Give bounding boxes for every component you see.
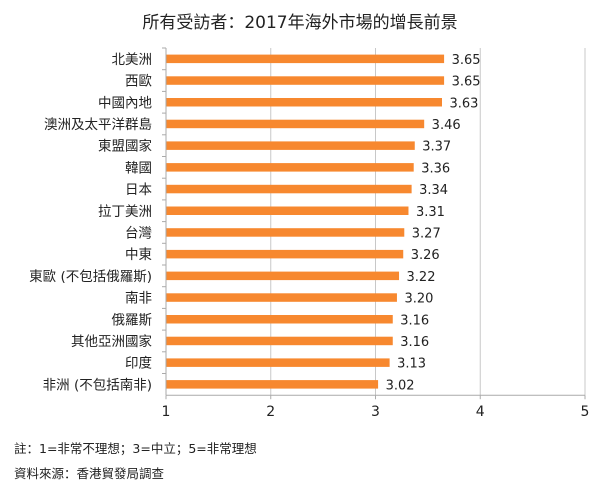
bar bbox=[166, 98, 442, 107]
data-label: 3.31 bbox=[416, 205, 445, 220]
chart-source: 資料來源：香港貿發局調查 bbox=[14, 466, 165, 481]
x-tick-label: 1 bbox=[162, 404, 171, 420]
x-tick-label: 4 bbox=[476, 404, 485, 420]
category-label: 西歐 bbox=[125, 74, 152, 90]
bar bbox=[166, 249, 404, 259]
category-label: 澳洲及太平洋群島 bbox=[44, 117, 152, 133]
category-label: 其他亞洲國家 bbox=[71, 333, 152, 350]
category-label: 台灣 bbox=[125, 225, 152, 241]
data-label: 3.22 bbox=[407, 270, 436, 285]
bar bbox=[166, 119, 425, 129]
data-label: 3.16 bbox=[400, 335, 429, 350]
data-label: 3.16 bbox=[400, 313, 429, 328]
category-label: 韓國 bbox=[125, 160, 152, 176]
category-label: 印度 bbox=[125, 356, 152, 372]
data-label: 3.36 bbox=[421, 161, 450, 176]
data-label: 3.46 bbox=[432, 118, 461, 133]
category-label: 拉丁美洲 bbox=[98, 204, 152, 220]
bar bbox=[166, 54, 445, 64]
data-label: 3.63 bbox=[449, 96, 478, 111]
bar bbox=[166, 358, 390, 367]
bar bbox=[166, 141, 415, 150]
data-label: 3.37 bbox=[422, 140, 451, 155]
category-label: 非洲 (不包括南非) bbox=[43, 377, 152, 393]
data-label: 3.34 bbox=[419, 183, 448, 198]
bar bbox=[166, 163, 414, 172]
data-label: 3.20 bbox=[404, 292, 433, 307]
x-tick-label: 5 bbox=[581, 404, 590, 420]
bar bbox=[166, 228, 405, 237]
category-label: 東盟國家 bbox=[98, 138, 152, 155]
bar bbox=[166, 336, 393, 346]
data-label: 3.65 bbox=[452, 53, 481, 68]
data-label: 3.65 bbox=[452, 75, 481, 90]
data-label: 3.13 bbox=[397, 357, 426, 372]
x-tick-label: 3 bbox=[371, 404, 380, 420]
bar bbox=[166, 184, 412, 194]
data-label: 3.27 bbox=[412, 226, 441, 241]
category-label: 中國內地 bbox=[98, 95, 152, 111]
chart-title: 所有受訪者：2017年海外市場的增長前景 bbox=[142, 13, 458, 33]
chart-note: 註：1=非常不理想；3=中立；5=非常理想 bbox=[14, 441, 257, 456]
category-label: 中東 bbox=[125, 247, 152, 263]
category-label: 南非 bbox=[125, 291, 152, 307]
category-label: 日本 bbox=[125, 182, 152, 198]
bar bbox=[166, 293, 397, 302]
bar bbox=[166, 76, 445, 85]
bar bbox=[166, 271, 400, 281]
data-label: 3.02 bbox=[386, 378, 415, 393]
data-label: 3.26 bbox=[411, 248, 440, 263]
bar bbox=[166, 380, 379, 389]
category-label: 俄羅斯 bbox=[112, 312, 153, 328]
bar bbox=[166, 206, 409, 215]
x-tick-label: 2 bbox=[266, 404, 275, 420]
bar bbox=[166, 315, 393, 324]
category-label: 北美洲 bbox=[112, 52, 153, 68]
category-label: 東歐 (不包括俄羅斯) bbox=[29, 269, 152, 285]
